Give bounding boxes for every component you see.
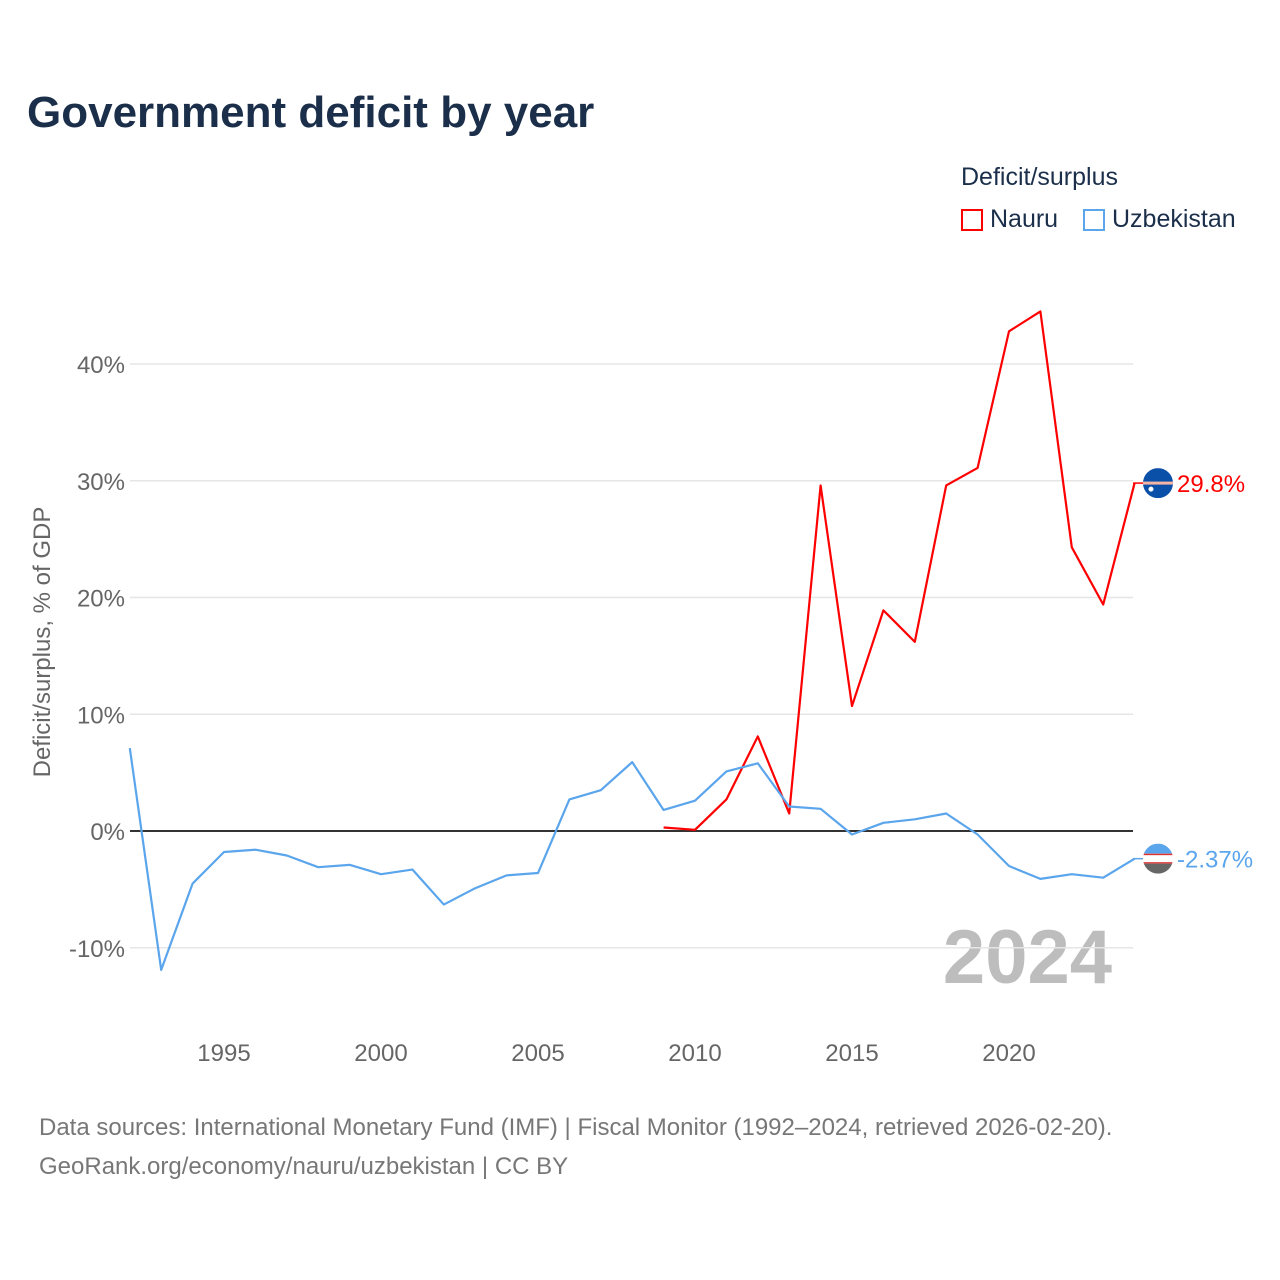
y-tick-label: -10% <box>69 936 125 963</box>
end-value-label: -2.37% <box>1177 847 1253 874</box>
y-axis-label: Deficit/surplus, % of GDP <box>29 507 56 778</box>
legend-item-nauru[interactable]: Nauru <box>961 205 1058 234</box>
legend-label: Uzbekistan <box>1112 205 1236 233</box>
end-value-label: 29.8% <box>1177 471 1245 498</box>
y-tick-label: 10% <box>77 702 125 729</box>
legend-swatch-nauru <box>961 208 983 231</box>
flag-white <box>1143 853 1173 864</box>
year-watermark: 2024 <box>943 915 1112 1000</box>
source-text: Data sources: International Monetary Fun… <box>39 1114 1113 1141</box>
x-tick-label: 2000 <box>354 1040 407 1067</box>
legend-title: Deficit/surplus <box>961 163 1118 191</box>
flag-uzbekistan-icon <box>1143 843 1173 874</box>
x-tick-label: 2010 <box>668 1040 721 1067</box>
y-tick-label: 40% <box>77 352 125 379</box>
x-tick-label: 2015 <box>825 1040 878 1067</box>
flag-blue <box>1143 843 1173 854</box>
flag-red <box>1143 853 1173 856</box>
x-tick-label: 1995 <box>197 1040 250 1067</box>
flag-red <box>1143 862 1173 864</box>
legend-label: Nauru <box>990 205 1059 233</box>
flag-nauru-icon <box>1143 468 1173 499</box>
credit-text[interactable]: GeoRank.org/economy/nauru/uzbekistan | C… <box>39 1153 569 1180</box>
flag-stripe <box>1143 481 1173 485</box>
y-tick-label: 20% <box>77 586 125 613</box>
y-tick-label: 0% <box>90 819 125 846</box>
source-note: Data sources: International Monetary Fun… <box>39 1108 1112 1186</box>
legend-item-uzbekistan[interactable]: Uzbekistan <box>1083 205 1236 234</box>
flag-green <box>1143 863 1173 874</box>
flag-star <box>1148 486 1154 492</box>
chart-title: Government deficit by year <box>27 88 595 137</box>
legend-swatch-uzbekistan <box>1083 208 1105 231</box>
y-tick-label: 30% <box>77 469 125 496</box>
series-line-nauru <box>663 310 1136 831</box>
x-tick-label: 2020 <box>982 1040 1035 1067</box>
x-tick-label: 2005 <box>511 1040 564 1067</box>
